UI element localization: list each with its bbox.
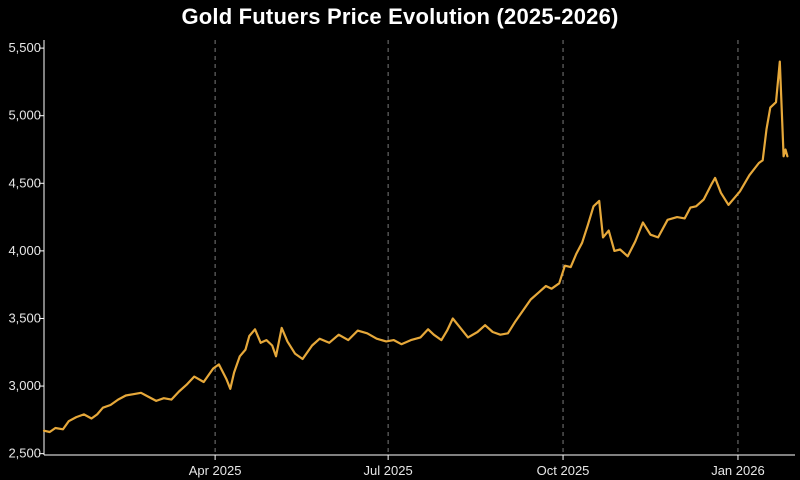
y-tick-label: 3,000 [8, 378, 41, 393]
x-tick-label: Oct 2025 [537, 463, 590, 478]
y-tick-label: 5,000 [8, 108, 41, 123]
x-tick-label: Jan 2026 [711, 463, 765, 478]
y-tick-label: 4,000 [8, 243, 41, 258]
y-tick-label: 3,500 [8, 310, 41, 325]
y-tick-label: 2,500 [8, 446, 41, 461]
y-tick-label: 5,500 [8, 40, 41, 55]
series-line [42, 60, 789, 434]
y-tick-label: 4,500 [8, 175, 41, 190]
x-tick-label: Apr 2025 [189, 463, 242, 478]
chart-title: Gold Futuers Price Evolution (2025-2026) [181, 4, 619, 29]
x-tick-label: Jul 2025 [364, 463, 413, 478]
